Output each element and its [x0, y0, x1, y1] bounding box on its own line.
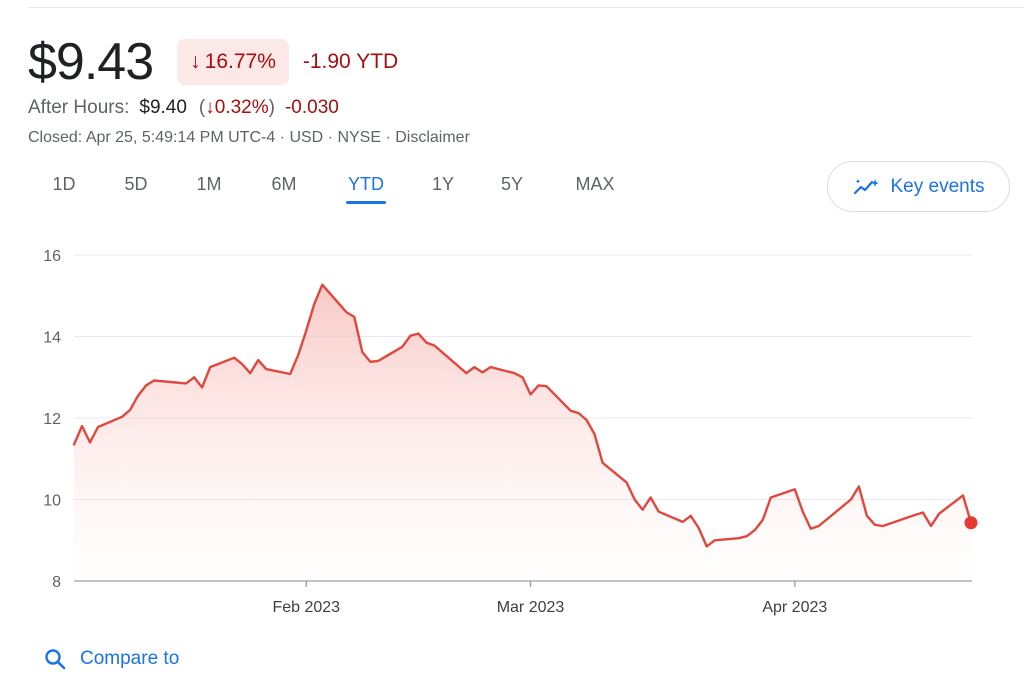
- arrow-down-icon: ↓: [205, 97, 215, 118]
- percent-change-value: 16.77%: [204, 50, 276, 73]
- tab-max[interactable]: MAX: [575, 174, 615, 194]
- compare-to-button[interactable]: Compare to: [44, 648, 179, 670]
- tab-5y[interactable]: 5Y: [500, 174, 524, 194]
- search-icon: [45, 649, 66, 670]
- tab-6m[interactable]: 6M: [271, 174, 297, 194]
- y-tick-label: 10: [43, 493, 61, 510]
- y-tick-label: 16: [43, 248, 61, 265]
- price-area-fill: [74, 284, 971, 581]
- after-hours-paren-close: ): [268, 97, 275, 118]
- after-hours-paren-open: (: [198, 97, 206, 118]
- after-hours-price: $9.40: [139, 97, 187, 118]
- current-price-dot: [964, 516, 978, 530]
- after-hours-row: After Hours: $9.40 ( ↓ 0.32% ) -0.030: [28, 97, 339, 119]
- price-chart: 8 10 12 14 16 Feb 2023 Mar 2023 Apr 2023: [43, 248, 978, 616]
- compare-to-label: Compare to: [80, 648, 180, 669]
- tab-1y[interactable]: 1Y: [431, 174, 455, 194]
- price-row: $9.43 ↓ 16.77% -1.90 YTD: [28, 34, 398, 90]
- current-price: $9.43: [28, 33, 154, 91]
- tab-5d[interactable]: 5D: [124, 174, 148, 194]
- y-tick-label: 14: [43, 330, 61, 347]
- x-tick-label: Apr 2023: [762, 599, 827, 616]
- x-tick-label: Feb 2023: [272, 599, 340, 616]
- x-tick-label: Mar 2023: [497, 599, 565, 616]
- y-tick-label: 12: [43, 411, 61, 428]
- tab-1d[interactable]: 1D: [52, 174, 76, 194]
- after-hours-label: After Hours:: [28, 97, 130, 118]
- after-hours-percent: 0.32%: [214, 97, 269, 118]
- tab-ytd[interactable]: YTD: [346, 174, 386, 204]
- percent-change-badge: ↓ 16.77%: [177, 39, 289, 85]
- tab-1m[interactable]: 1M: [196, 174, 222, 194]
- market-status-line: Closed: Apr 25, 5:49:14 PM UTC-4 · USD ·…: [28, 129, 470, 146]
- key-events-button[interactable]: Key events: [827, 161, 1010, 212]
- trend-sparkle-icon: [853, 178, 879, 194]
- price-line: [72, 283, 973, 548]
- top-divider: [28, 7, 1024, 8]
- ytd-change: -1.90 YTD: [302, 50, 399, 73]
- key-events-label: Key events: [890, 175, 985, 197]
- after-hours-change: -0.030: [284, 97, 339, 118]
- y-tick-label: 8: [52, 574, 61, 591]
- arrow-down-icon: ↓: [190, 50, 201, 73]
